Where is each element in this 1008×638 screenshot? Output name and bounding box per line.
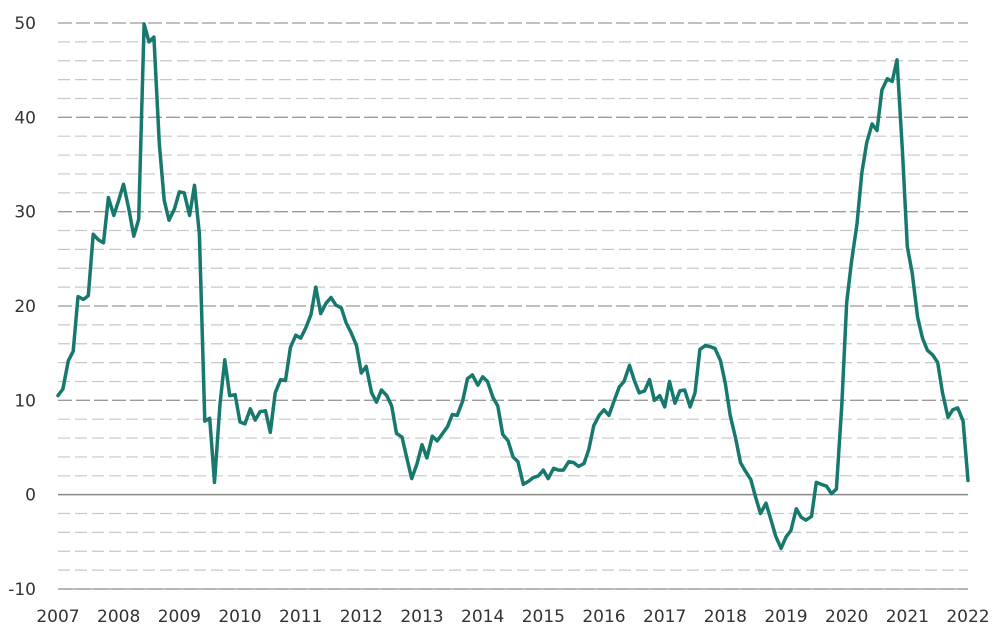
x-tick-label: 2020 [825, 607, 868, 627]
x-tick-label: 2010 [218, 607, 261, 627]
y-tick-label: 50 [14, 14, 36, 34]
x-tick-label: 2012 [340, 607, 383, 627]
x-tick-label: 2007 [36, 607, 79, 627]
x-tick-label: 2019 [764, 607, 807, 627]
x-tick-label: 2009 [158, 607, 201, 627]
x-tick-label: 2014 [461, 607, 504, 627]
x-tick-label: 2016 [582, 607, 625, 627]
grid [58, 22, 968, 590]
y-tick-label: 40 [14, 108, 36, 128]
x-tick-label: 2017 [643, 607, 686, 627]
x-axis-tick-labels: 2007 2008 2009 2010 2011 2012 2013 2014 2015 2016… [36, 607, 989, 627]
y-tick-label: -10 [8, 580, 36, 600]
x-tick-label: 2013 [400, 607, 443, 627]
series-line [56, 22, 970, 551]
y-tick-label: 30 [14, 203, 36, 223]
y-axis-tick-labels: 50 40 30 20 10 0 -10 [8, 14, 36, 600]
x-tick-label: 2015 [522, 607, 565, 627]
x-tick-label: 2008 [97, 607, 140, 627]
y-tick-label: 10 [14, 391, 36, 411]
y-tick-label: 0 [25, 486, 36, 506]
x-tick-label: 2021 [886, 607, 929, 627]
x-tick-label: 2022 [946, 607, 989, 627]
y-tick-label: 20 [14, 297, 36, 317]
x-tick-label: 2018 [704, 607, 747, 627]
x-tick-label: 2011 [279, 607, 322, 627]
